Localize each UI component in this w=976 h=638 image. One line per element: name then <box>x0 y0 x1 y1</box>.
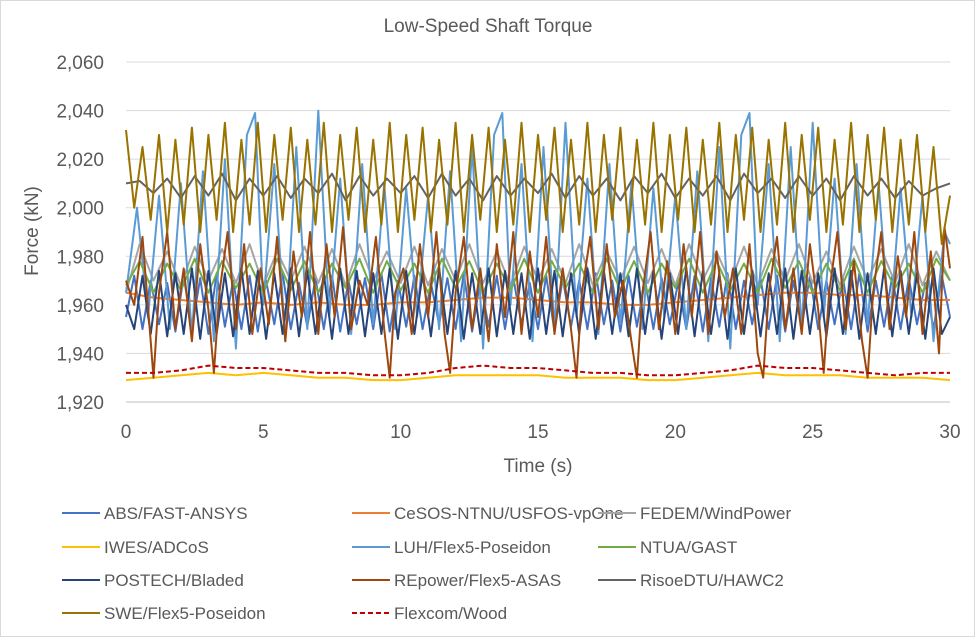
legend-label: CeSOS-NTNU/USFOS-vpOne <box>394 504 624 523</box>
y-tick-label: 2,000 <box>56 199 104 220</box>
legend-label: REpower/Flex5-ASAS <box>394 571 561 590</box>
y-axis-ticks: 1,920 1,940 1,960 1,980 2,000 2,020 2,040 2,060 <box>56 53 104 414</box>
x-tick-label: 5 <box>258 422 269 443</box>
legend-label: POSTECH/Bladed <box>104 571 244 590</box>
legend-label: IWES/ADCoS <box>104 538 209 557</box>
legend-label: NTUA/GAST <box>640 538 737 557</box>
y-tick-label: 2,060 <box>56 53 104 74</box>
series-group <box>125 109 951 382</box>
legend-label: ABS/FAST-ANSYS <box>104 504 248 523</box>
series-line-flexcom-wood <box>126 364 950 377</box>
y-tick-label: 1,960 <box>56 296 104 317</box>
y-tick-label: 1,980 <box>56 247 104 268</box>
x-tick-label: 15 <box>527 422 548 443</box>
legend-label: SWE/Flex5-Poseidon <box>104 604 266 623</box>
series-line-repower-flex5-asas <box>125 226 951 379</box>
x-axis-label: Time (s) <box>504 456 573 477</box>
legend-label: FEDEM/WindPower <box>640 504 791 523</box>
series-line-swe-flex5-poseidon <box>125 121 951 246</box>
x-axis-ticks: 0 5 10 15 20 25 30 <box>121 422 961 443</box>
series-line-risoedtu-hawc2 <box>125 172 951 202</box>
chart-title: Low-Speed Shaft Torque <box>384 16 593 37</box>
y-tick-label: 1,940 <box>56 344 104 365</box>
y-tick-label: 1,920 <box>56 393 104 414</box>
series-line-iwes-adcos <box>125 371 951 382</box>
series-line-postech-bladed <box>125 267 951 340</box>
x-tick-label: 10 <box>390 422 411 443</box>
x-tick-label: 30 <box>939 422 960 443</box>
x-tick-label: 0 <box>121 422 132 443</box>
y-tick-label: 2,020 <box>56 150 104 171</box>
legend-label: RisoeDTU/HAWC2 <box>640 571 784 590</box>
legend: ABS/FAST-ANSYS CeSOS-NTNU/USFOS-vpOne FEDE… <box>62 504 791 623</box>
x-tick-label: 25 <box>802 422 823 443</box>
legend-label: LUH/Flex5-Poseidon <box>394 538 551 557</box>
y-axis-label: Force (kN) <box>22 186 43 276</box>
x-tick-label: 20 <box>665 422 686 443</box>
legend-label: Flexcom/Wood <box>394 604 507 623</box>
y-tick-label: 2,040 <box>56 102 104 123</box>
